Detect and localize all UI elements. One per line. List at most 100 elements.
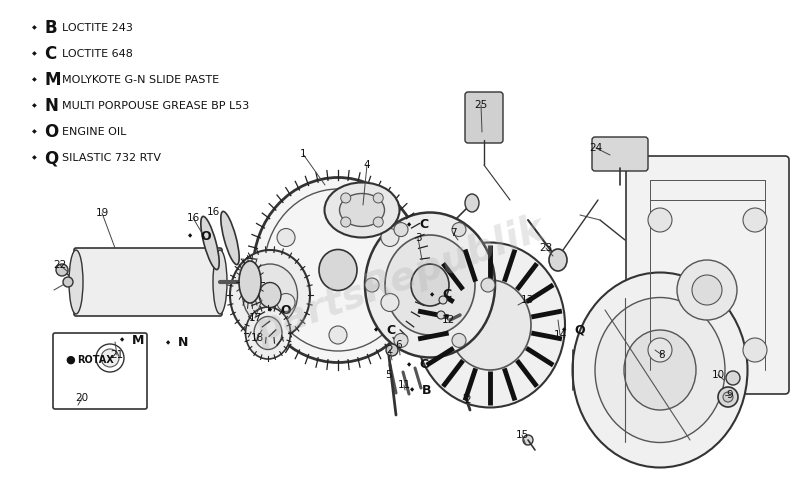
Text: 9: 9: [726, 390, 734, 400]
Text: 21: 21: [110, 350, 124, 360]
FancyBboxPatch shape: [74, 248, 222, 316]
Text: C: C: [419, 219, 428, 231]
FancyBboxPatch shape: [53, 333, 147, 409]
Text: ◆: ◆: [268, 308, 272, 313]
Circle shape: [381, 228, 399, 246]
Text: ◆: ◆: [32, 103, 37, 108]
Text: 6: 6: [396, 340, 402, 350]
Circle shape: [341, 193, 350, 203]
Text: ●: ●: [65, 355, 74, 365]
Text: 14: 14: [554, 330, 566, 340]
Circle shape: [743, 208, 767, 232]
Circle shape: [374, 193, 383, 203]
Text: ◆: ◆: [32, 51, 37, 56]
Text: 11: 11: [398, 380, 410, 390]
Ellipse shape: [325, 182, 399, 238]
Ellipse shape: [319, 249, 357, 291]
Text: ◆: ◆: [407, 363, 411, 368]
Circle shape: [374, 217, 383, 227]
Text: N: N: [44, 97, 58, 115]
Text: 5: 5: [385, 370, 391, 380]
Circle shape: [452, 333, 466, 347]
Ellipse shape: [385, 235, 475, 335]
Text: 4: 4: [364, 160, 370, 170]
Text: 1: 1: [300, 149, 306, 159]
Text: ◆: ◆: [188, 234, 192, 239]
Circle shape: [481, 278, 495, 292]
Ellipse shape: [230, 250, 310, 340]
Text: 17: 17: [248, 313, 262, 323]
Ellipse shape: [624, 330, 696, 410]
Ellipse shape: [595, 297, 725, 442]
Ellipse shape: [692, 275, 722, 305]
Circle shape: [439, 296, 447, 304]
Ellipse shape: [259, 283, 281, 308]
Text: ◆: ◆: [410, 388, 414, 392]
Text: ◆: ◆: [562, 327, 566, 333]
Circle shape: [648, 208, 672, 232]
FancyBboxPatch shape: [626, 156, 789, 394]
Text: 16: 16: [206, 207, 220, 217]
Ellipse shape: [411, 264, 449, 306]
Circle shape: [56, 264, 68, 276]
Text: 3: 3: [414, 233, 422, 243]
Ellipse shape: [246, 307, 290, 359]
Ellipse shape: [415, 243, 565, 408]
Ellipse shape: [465, 194, 479, 212]
Circle shape: [718, 387, 738, 407]
Text: 20: 20: [75, 393, 89, 403]
Ellipse shape: [449, 280, 531, 370]
Text: ◆: ◆: [32, 77, 37, 82]
Circle shape: [365, 278, 379, 292]
Text: 15: 15: [515, 430, 529, 440]
Text: O: O: [280, 303, 290, 317]
Text: ◆: ◆: [166, 341, 170, 345]
Text: ◆: ◆: [374, 327, 378, 333]
Text: 2: 2: [465, 395, 471, 405]
Ellipse shape: [254, 317, 282, 349]
Ellipse shape: [677, 260, 737, 320]
Text: ◆: ◆: [407, 222, 411, 227]
Circle shape: [743, 338, 767, 362]
Text: M: M: [132, 334, 144, 346]
Text: ENGINE OIL: ENGINE OIL: [62, 127, 126, 137]
Circle shape: [394, 333, 408, 347]
Text: Q: Q: [574, 323, 585, 337]
Text: 18: 18: [250, 333, 264, 343]
Circle shape: [648, 338, 672, 362]
Text: 10: 10: [711, 370, 725, 380]
Ellipse shape: [242, 264, 298, 326]
Circle shape: [523, 435, 533, 445]
Circle shape: [723, 392, 733, 402]
Ellipse shape: [365, 213, 495, 358]
Text: SILASTIC 732 RTV: SILASTIC 732 RTV: [62, 153, 161, 163]
Text: B: B: [44, 19, 57, 37]
Circle shape: [63, 277, 73, 287]
Text: LOCTITE 648: LOCTITE 648: [62, 49, 133, 59]
Circle shape: [277, 294, 295, 312]
Ellipse shape: [339, 194, 385, 226]
Text: 24: 24: [590, 143, 602, 153]
Ellipse shape: [549, 249, 567, 271]
Text: ◆: ◆: [32, 25, 37, 30]
Text: 7: 7: [450, 228, 456, 238]
Ellipse shape: [221, 211, 239, 265]
Circle shape: [386, 344, 398, 356]
Text: C: C: [419, 359, 428, 371]
Text: C: C: [386, 323, 395, 337]
Circle shape: [329, 196, 347, 214]
FancyBboxPatch shape: [465, 92, 503, 143]
Text: M: M: [44, 71, 61, 89]
Text: 25: 25: [474, 100, 488, 110]
Text: 22: 22: [54, 260, 66, 270]
Ellipse shape: [213, 250, 227, 314]
Text: ◆: ◆: [120, 338, 124, 343]
Circle shape: [277, 228, 295, 246]
Text: MULTI PORPOUSE GREASE BP L53: MULTI PORPOUSE GREASE BP L53: [62, 101, 250, 111]
Text: C: C: [442, 289, 451, 301]
Ellipse shape: [239, 261, 261, 303]
Circle shape: [101, 349, 119, 367]
Circle shape: [381, 294, 399, 312]
Text: MOLYKOTE G-N SLIDE PASTE: MOLYKOTE G-N SLIDE PASTE: [62, 75, 219, 85]
Text: Q: Q: [44, 149, 58, 167]
